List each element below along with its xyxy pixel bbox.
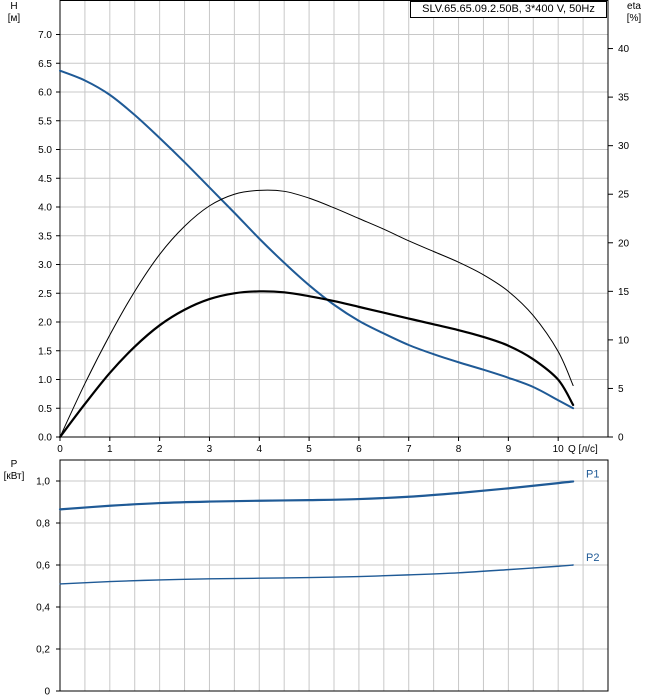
y-axis-title-h: H [10,1,17,12]
legend-label-p2: P2 [586,552,599,564]
top-xtick-label: 5 [306,444,312,455]
x-axis-title: Q [л/с] [568,444,598,455]
top-ytick-label: 3.0 [38,260,52,271]
model-label: SLV.65.65.09.2.50B, 3*400 V, 50Hz [410,1,607,18]
top-ytick-label: 2.5 [38,289,52,300]
top-xtick-label: 2 [157,444,163,455]
top-y2tick-label: 35 [618,93,630,104]
top-ytick-label: 5.5 [38,116,52,127]
top-ytick-label: 5.0 [38,145,52,156]
top-y2tick-label: 20 [618,238,630,249]
bottom-chart-series [58,480,575,585]
top-xtick-label: 3 [207,444,213,455]
top-ytick-label: 1.0 [38,375,52,386]
power-series-line-p1 [58,480,575,511]
top-series-line-0 [59,69,575,410]
top-xtick-label: 8 [456,444,462,455]
top-xtick-label: 6 [356,444,362,455]
top-y2tick-label: 5 [618,384,624,395]
y-axis-unit-p: [кВт] [4,471,25,482]
top-ytick-label: 4.5 [38,174,52,185]
chart-labels: 0.0 0.5 1.0 1.5 2.0 2.5 3.0 3.5 4.0 4.5 5.0 5.5 6.0 6… [4,1,642,698]
top-ytick-label: 3.5 [38,231,52,242]
top-ytick-label: 0.0 [38,433,52,444]
top-xtick-label: 9 [506,444,512,455]
y-axis-unit-h: [м] [8,13,21,24]
top-y2tick-label: 30 [618,141,630,152]
top-ytick-label: 6.5 [38,59,52,70]
top-y2tick-label: 40 [618,44,630,55]
top-y2tick-label: 10 [618,335,630,346]
legend-label-p1: P1 [586,468,599,480]
y-axis-title-p: P [11,459,18,470]
top-y2tick-label: 25 [618,190,630,201]
top-y2tick-label: 15 [618,287,630,298]
bottom-ytick-label: 1,0 [36,477,50,488]
bottom-chart-grid [56,459,609,692]
top-ytick-label: 2.0 [38,318,52,329]
top-xtick-label: 4 [256,444,262,455]
top-xtick-label: 0 [57,444,63,455]
top-ytick-label: 4.0 [38,203,52,214]
bottom-ytick-label: 0,2 [36,645,50,656]
top-series-line-2 [58,290,575,439]
top-chart-series [58,69,575,439]
y2-axis-unit-eta: [%] [627,13,642,24]
top-chart-grid [56,0,613,441]
top-ytick-label: 1.5 [38,346,52,357]
top-xtick-label: 1 [107,444,113,455]
top-ytick-label: 0.5 [38,404,52,415]
bottom-ytick-label: 0,4 [36,603,50,614]
top-frame [59,0,609,438]
bottom-ytick-label: 0 [44,687,50,698]
top-xtick-label: 10 [553,444,565,455]
top-xtick-label: 7 [406,444,412,455]
top-ytick-label: 6.0 [38,88,52,99]
bottom-ytick-label: 0,8 [36,519,50,530]
top-ytick-label: 7.0 [38,30,52,41]
top-series-line-1 [59,189,574,438]
power-series-line-p2 [59,564,574,585]
bottom-ytick-label: 0,6 [36,561,50,572]
y2-axis-title-eta: eta [627,1,641,12]
top-y2tick-label: 0 [618,433,624,444]
bottom-frame [59,459,609,692]
